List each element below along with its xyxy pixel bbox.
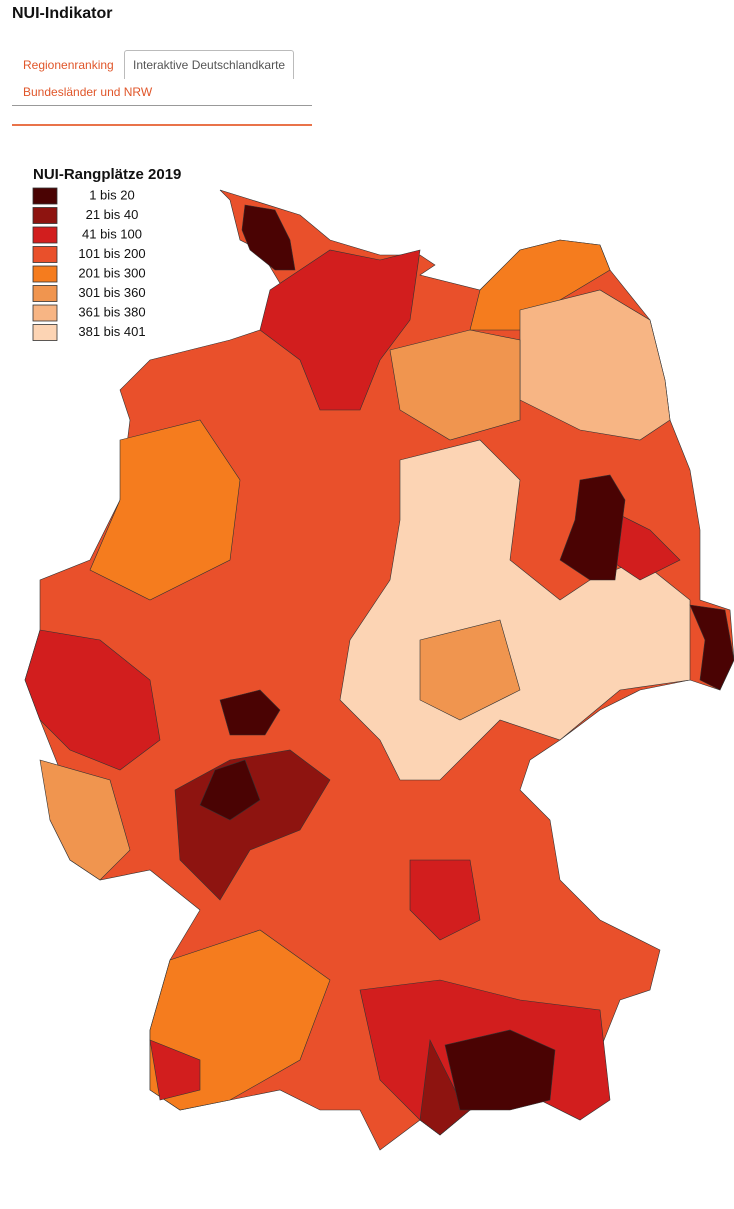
tab[interactable]: Regionenranking [23,58,114,72]
legend-swatch [32,265,58,283]
legend: 1 bis 20 21 bis 40 41 bis 100 101 bis 200 20… [32,187,146,341]
region [444,1029,556,1111]
region [419,1038,471,1136]
legend-label: 361 bis 380 [78,304,145,319]
region [199,759,261,821]
legend-label: 1 bis 20 [89,187,135,202]
tab-active[interactable]: Interaktive Deutschlandkarte [124,50,295,79]
region [389,329,521,441]
region [24,629,161,771]
region [519,289,671,441]
map: NUI-Rangplätze 2019 1 bis 20 21 bis 40 41 … [24,166,734,1151]
tab[interactable]: Bundesländer und NRW [23,85,153,99]
region [409,859,481,941]
legend-title: NUI-Rangplätze 2019 [33,166,181,183]
region [689,604,734,691]
legend-swatch [32,207,58,224]
region [469,239,611,331]
legend-swatch [32,226,58,244]
legend-label: 101 bis 200 [78,246,145,261]
region [89,419,241,601]
legend-swatch [32,187,58,205]
region [241,204,296,271]
region [39,759,131,881]
region [259,249,421,411]
region [219,689,281,736]
legend-label: 381 bis 401 [78,324,145,339]
divider [12,105,312,106]
legend-label: 21 bis 40 [86,207,139,222]
region [559,474,626,581]
legend-label: 201 bis 300 [78,265,145,280]
legend-swatch [32,304,58,322]
page-title: NUI-Indikator [12,5,113,22]
legend-swatch [32,324,58,341]
legend-label: 301 bis 360 [78,285,145,300]
legend-swatch [32,285,58,302]
region [419,619,521,721]
divider [12,124,312,126]
region [149,1039,201,1101]
legend-swatch [32,246,58,263]
legend-label: 41 bis 100 [82,226,142,241]
